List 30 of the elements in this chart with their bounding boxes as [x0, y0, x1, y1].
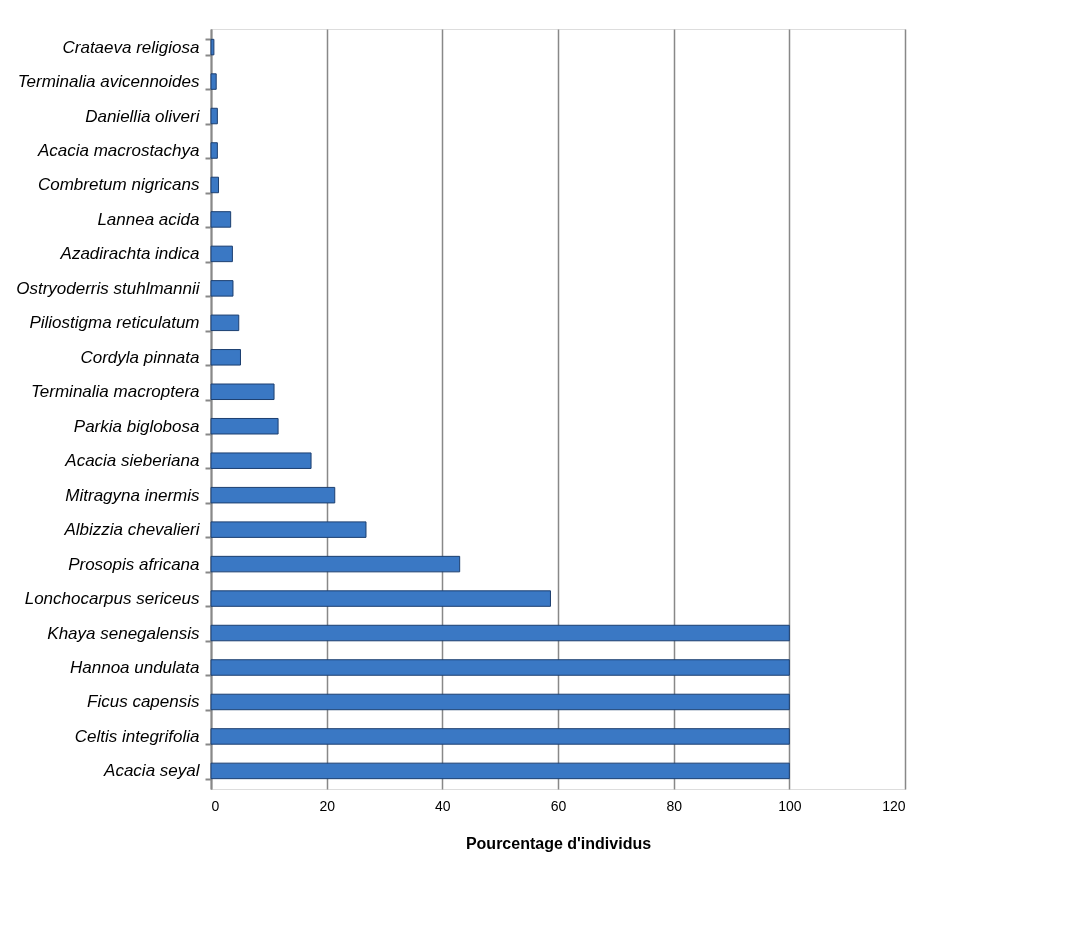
x-tick-label: 40	[435, 797, 451, 814]
y-tick-label: Celtis integrifolia	[74, 726, 200, 746]
y-tick-label: Daniellia oliveri	[85, 106, 201, 126]
y-tick-label: Ostryoderris stuhlmannii	[16, 278, 201, 298]
y-tick-label: Lannea acida	[97, 209, 200, 229]
x-tick-label: 20	[319, 797, 336, 814]
y-tick-label: Terminalia avicennoides	[17, 72, 200, 92]
y-tick-label: Acacia seyal	[103, 761, 201, 781]
y-tick-label: Acacia macrostachya	[36, 141, 200, 160]
y-tick-label: Ficus capensis	[87, 692, 200, 712]
x-tick-label: 0	[211, 797, 220, 814]
y-tick-label: Combretum nigricans	[37, 175, 200, 195]
y-tick-label: Cordyla pinnata	[80, 347, 200, 367]
y-tick-label: Albizzia chevalieri	[63, 520, 201, 540]
y-tick-label: Crataeva religiosa	[62, 37, 200, 57]
y-tick-label: Lonchocarpus sericeus	[24, 589, 200, 609]
y-tick-label: Parkia biglobosa	[73, 416, 200, 436]
y-tick-label: Azadirachta indica	[59, 244, 200, 264]
x-tick-label: 80	[666, 797, 683, 814]
x-tick-label: 100	[778, 797, 802, 814]
y-tick-label: Khaya senegalensis	[47, 623, 200, 643]
y-tick-label: Prosopis africana	[68, 554, 200, 574]
y-tick-label: Hannoa undulata	[69, 658, 200, 677]
x-tick-label: 60	[550, 797, 567, 814]
y-tick-label: Acacia sieberiana	[64, 451, 200, 471]
y-tick-label: Mitragyna inermis	[65, 485, 200, 505]
x-axis-title: Pourcentage d'individus	[465, 834, 652, 852]
y-tick-label: Piliostigma reticulatum	[29, 313, 200, 333]
x-tick-label: 120	[882, 797, 906, 814]
y-tick-label: Terminalia macroptera	[31, 382, 200, 402]
